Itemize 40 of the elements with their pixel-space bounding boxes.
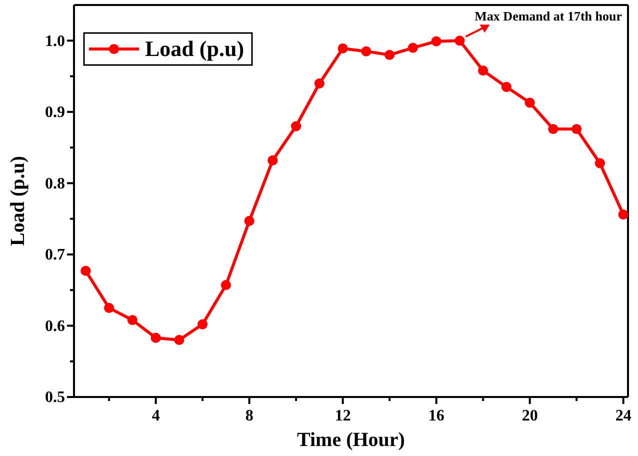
- legend-label: Load (p.u): [145, 36, 244, 61]
- point: [454, 36, 465, 46]
- point: [150, 332, 161, 343]
- point: [338, 43, 348, 54]
- y-tick-label: 0.6: [45, 318, 65, 335]
- y-axis-title: Load (p.u): [7, 156, 29, 246]
- annotation: Max Demand at 17th hour: [474, 8, 622, 24]
- point: [174, 334, 184, 346]
- point: [198, 319, 208, 330]
- point: [408, 42, 418, 53]
- y-tick-label: 0.5: [45, 389, 65, 406]
- point: [548, 124, 558, 134]
- point: [572, 124, 582, 134]
- point: [80, 266, 91, 276]
- y-tick-label: 0.9: [45, 104, 65, 122]
- point: [524, 98, 535, 108]
- point: [618, 210, 628, 220]
- y-tick-label: 0.8: [45, 175, 65, 192]
- point: [244, 216, 254, 226]
- y-tick-label: 0.7: [45, 246, 65, 264]
- point: [268, 155, 278, 166]
- x-tick-label: 4: [152, 407, 160, 424]
- point: [220, 280, 231, 290]
- point: [361, 46, 372, 56]
- y-tick-label: 1.0: [45, 32, 65, 50]
- point: [127, 314, 138, 326]
- x-tick-label: 20: [522, 407, 538, 424]
- point: [594, 158, 605, 168]
- point: [384, 50, 395, 60]
- x-tick-label: 12: [334, 407, 351, 424]
- x-axis-title: Time (Hour): [297, 429, 405, 451]
- x-tick-label: 8: [245, 407, 254, 424]
- point: [104, 302, 114, 313]
- point: [501, 82, 512, 92]
- x-tick-label: 16: [428, 407, 444, 424]
- x-tick-label: 24: [615, 407, 632, 424]
- point: [314, 78, 324, 88]
- point: [431, 36, 442, 46]
- point: [478, 66, 488, 76]
- point: [291, 121, 302, 132]
